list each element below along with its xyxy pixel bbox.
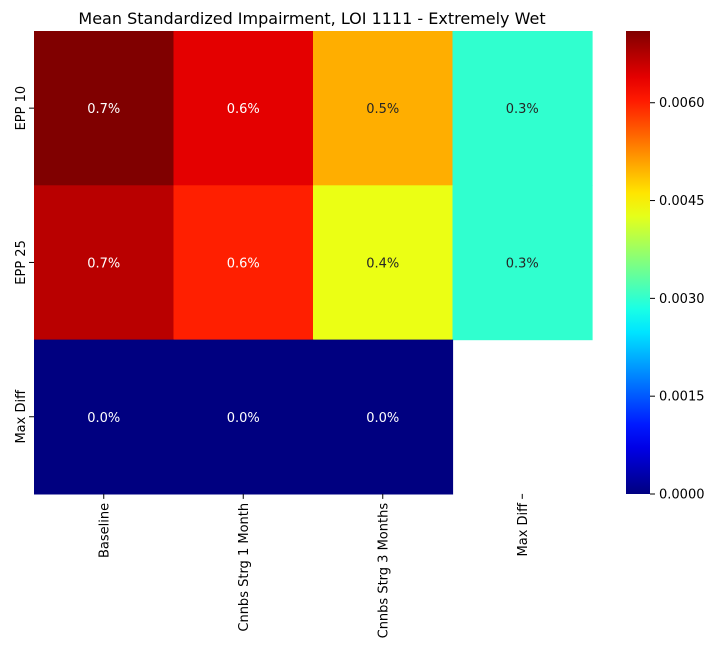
heatmap-cell-epp-10-cnnbs-strg-3-months [313, 31, 454, 186]
heatmap-cell-epp-10-max-diff [452, 31, 593, 186]
cell-label-max-diff-baseline: 0.0% [87, 411, 120, 426]
heatmap-cell-epp-10-baseline [34, 31, 175, 186]
heatmap-cells [34, 31, 593, 495]
cell-label-max-diff-cnnbs-strg-3-months: 0.0% [366, 411, 399, 426]
y-tick-label-epp-25: EPP 25 [14, 240, 29, 285]
cell-label-epp-25-max-diff: 0.3% [506, 256, 539, 271]
x-tick-label-cnnbs-strg-3-months: Cnnbs Strg 3 Months [377, 503, 392, 639]
colorbar-gradient [626, 31, 650, 494]
x-axis: Baseline Cnnbs Strg 1 Month Cnnbs Strg 3 M… [98, 493, 531, 639]
colorbar-tick-label: 0.0045 [659, 194, 705, 209]
colorbar-tick-label: 0.0030 [659, 292, 705, 307]
heatmap-cell-epp-25-max-diff [452, 185, 593, 341]
cell-label-epp-25-baseline: 0.7% [87, 256, 120, 271]
cell-label-epp-25-cnnbs-strg-1-month: 0.6% [227, 256, 260, 271]
chart-title: Mean Standardized Impairment, LOI 1111 -… [78, 9, 545, 28]
colorbar-tick-label: 0.0000 [659, 488, 705, 503]
x-tick-label-cnnbs-strg-1-month: Cnnbs Strg 1 Month [237, 503, 252, 632]
x-tick-label-baseline: Baseline [98, 503, 113, 558]
colorbar-tick-label: 0.0060 [659, 96, 705, 111]
x-tick-label-max-diff: Max Diff [516, 502, 531, 557]
y-tick-label-epp-10: EPP 10 [14, 86, 29, 131]
cell-label-epp-10-cnnbs-strg-3-months: 0.5% [366, 102, 399, 117]
cell-label-epp-25-cnnbs-strg-3-months: 0.4% [366, 256, 399, 271]
heatmap-cell-max-diff-cnnbs-strg-1-month [173, 339, 314, 495]
y-tick-label-max-diff: Max Diff [14, 389, 29, 444]
heatmap-cell-epp-10-cnnbs-strg-1-month [173, 31, 314, 186]
cell-label-epp-10-cnnbs-strg-1-month: 0.6% [227, 102, 260, 117]
heatmap-cell-max-diff-baseline [34, 339, 175, 495]
heatmap-cell-max-diff-cnnbs-strg-3-months [313, 339, 454, 495]
colorbar-tick-label: 0.0015 [659, 390, 705, 405]
cell-label-max-diff-cnnbs-strg-1-month: 0.0% [227, 411, 260, 426]
colorbar: 0.0000 0.0015 0.0030 0.0045 0.0060 [626, 31, 705, 503]
cell-label-epp-10-max-diff: 0.3% [506, 102, 539, 117]
heatmap-cell-epp-25-cnnbs-strg-1-month [173, 185, 314, 341]
cell-label-epp-10-baseline: 0.7% [87, 102, 120, 117]
heatmap-cell-epp-25-baseline [34, 185, 175, 341]
cell-annotations: 0.7% 0.6% 0.5% 0.3% 0.7% 0.6% 0.4% 0.3% 0.0% 0.0%… [87, 102, 539, 426]
y-axis: EPP 10 EPP 25 Max Diff [14, 86, 34, 444]
heatmap-cell-epp-25-cnnbs-strg-3-months [313, 185, 454, 341]
